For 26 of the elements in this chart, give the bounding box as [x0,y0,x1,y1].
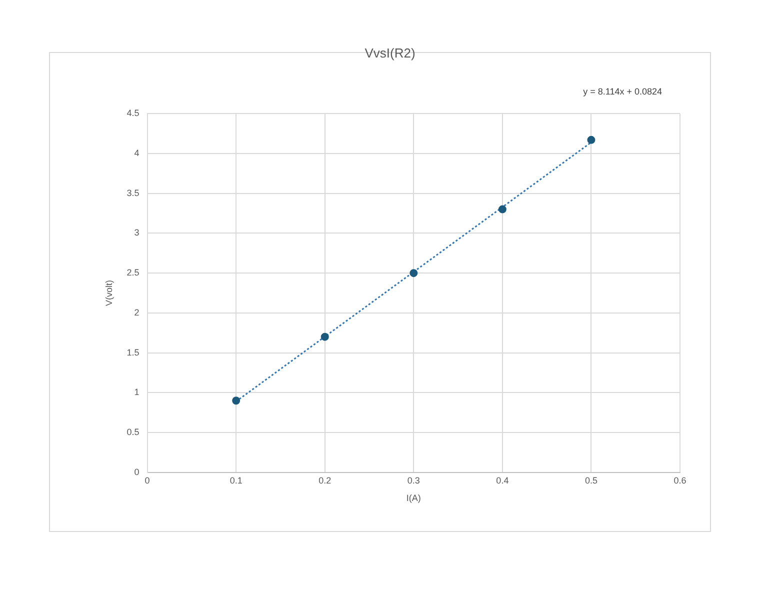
y-tick-label: 1.5 [126,347,140,358]
x-tick-label: 0.5 [584,475,598,486]
point [320,332,329,341]
y-tick-label: 0.5 [126,427,140,438]
y-tick-label: 2 [134,307,140,318]
y-tick-label: 3 [134,228,140,238]
point [498,205,506,214]
x-tick-label: 0 [144,475,150,486]
point [410,269,418,278]
x-tick-label: 0.6 [674,475,686,486]
chart-title: VvsI(R2) [364,45,416,60]
x-tick-label: 0.2 [318,475,332,486]
text: y = 8.114x + 0.0824 [583,86,662,96]
y-tick-label: 1 [134,387,140,398]
y-tick-label: 4.5 [126,108,140,118]
y-tick-label: 4 [134,148,140,158]
x-axis-title: I(A) [406,493,421,504]
y-tick-label: 2.5 [126,268,140,278]
x-tick-label: 0.3 [407,475,420,486]
y-tick-label: 3.5 [126,188,140,198]
x-tick-label: 0.4 [496,475,509,486]
point [587,136,596,144]
point [232,396,240,405]
x-tick-label: 0.1 [230,475,242,486]
y-axis-title: V(volt) [104,280,114,306]
y-tick-label: 0 [134,466,140,477]
